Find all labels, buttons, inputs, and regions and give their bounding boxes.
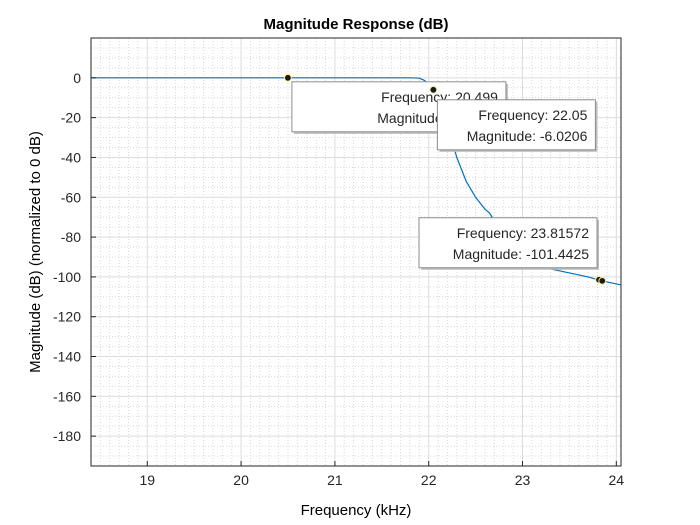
y-tick-label: -100 <box>53 269 81 285</box>
x-axis-label: Frequency (kHz) <box>301 502 412 519</box>
datatip-marker <box>598 276 607 285</box>
x-tick-label: 22 <box>421 472 437 488</box>
x-tick-label: 23 <box>515 472 531 488</box>
x-tick-label: 21 <box>327 472 343 488</box>
response-series-line <box>91 77 622 286</box>
datatip-text: Magnitude: -101.4425 <box>453 246 589 262</box>
datatip-box <box>436 99 596 151</box>
y-axis-label: Magnitude (dB) (normalized to 0 dB) <box>27 131 44 373</box>
chart-title: Magnitude Response (dB) <box>263 16 448 33</box>
datatip-marker <box>283 73 292 82</box>
datatip-text: Magnitude: -6.0206 <box>467 128 588 144</box>
y-tick-label: -60 <box>61 189 81 205</box>
y-tick-label: -40 <box>61 149 81 165</box>
axes-box <box>90 37 622 467</box>
x-tick-label: 19 <box>139 472 155 488</box>
y-tick-label: -180 <box>53 428 81 444</box>
x-tick-label: 20 <box>233 472 249 488</box>
y-tick-label: -140 <box>53 349 81 365</box>
y-tick-label: -20 <box>61 110 81 126</box>
y-tick-label: -80 <box>61 229 81 245</box>
y-tick-label: -120 <box>53 309 81 325</box>
datatip-box <box>418 217 598 269</box>
plot-area <box>91 77 622 286</box>
y-tick-label: 0 <box>73 70 81 86</box>
x-tick-label: 24 <box>609 472 625 488</box>
datatip-marker <box>429 85 438 94</box>
tick-labels: 19 20 21 22 23 24 0 -20 -40 -60 -80 -100 -120 -140 -16… <box>53 70 624 488</box>
datatip-text: Frequency: 22.05 <box>478 107 587 123</box>
datatip-text: Frequency: 23.81572 <box>457 225 590 241</box>
y-tick-label: -160 <box>53 388 81 404</box>
